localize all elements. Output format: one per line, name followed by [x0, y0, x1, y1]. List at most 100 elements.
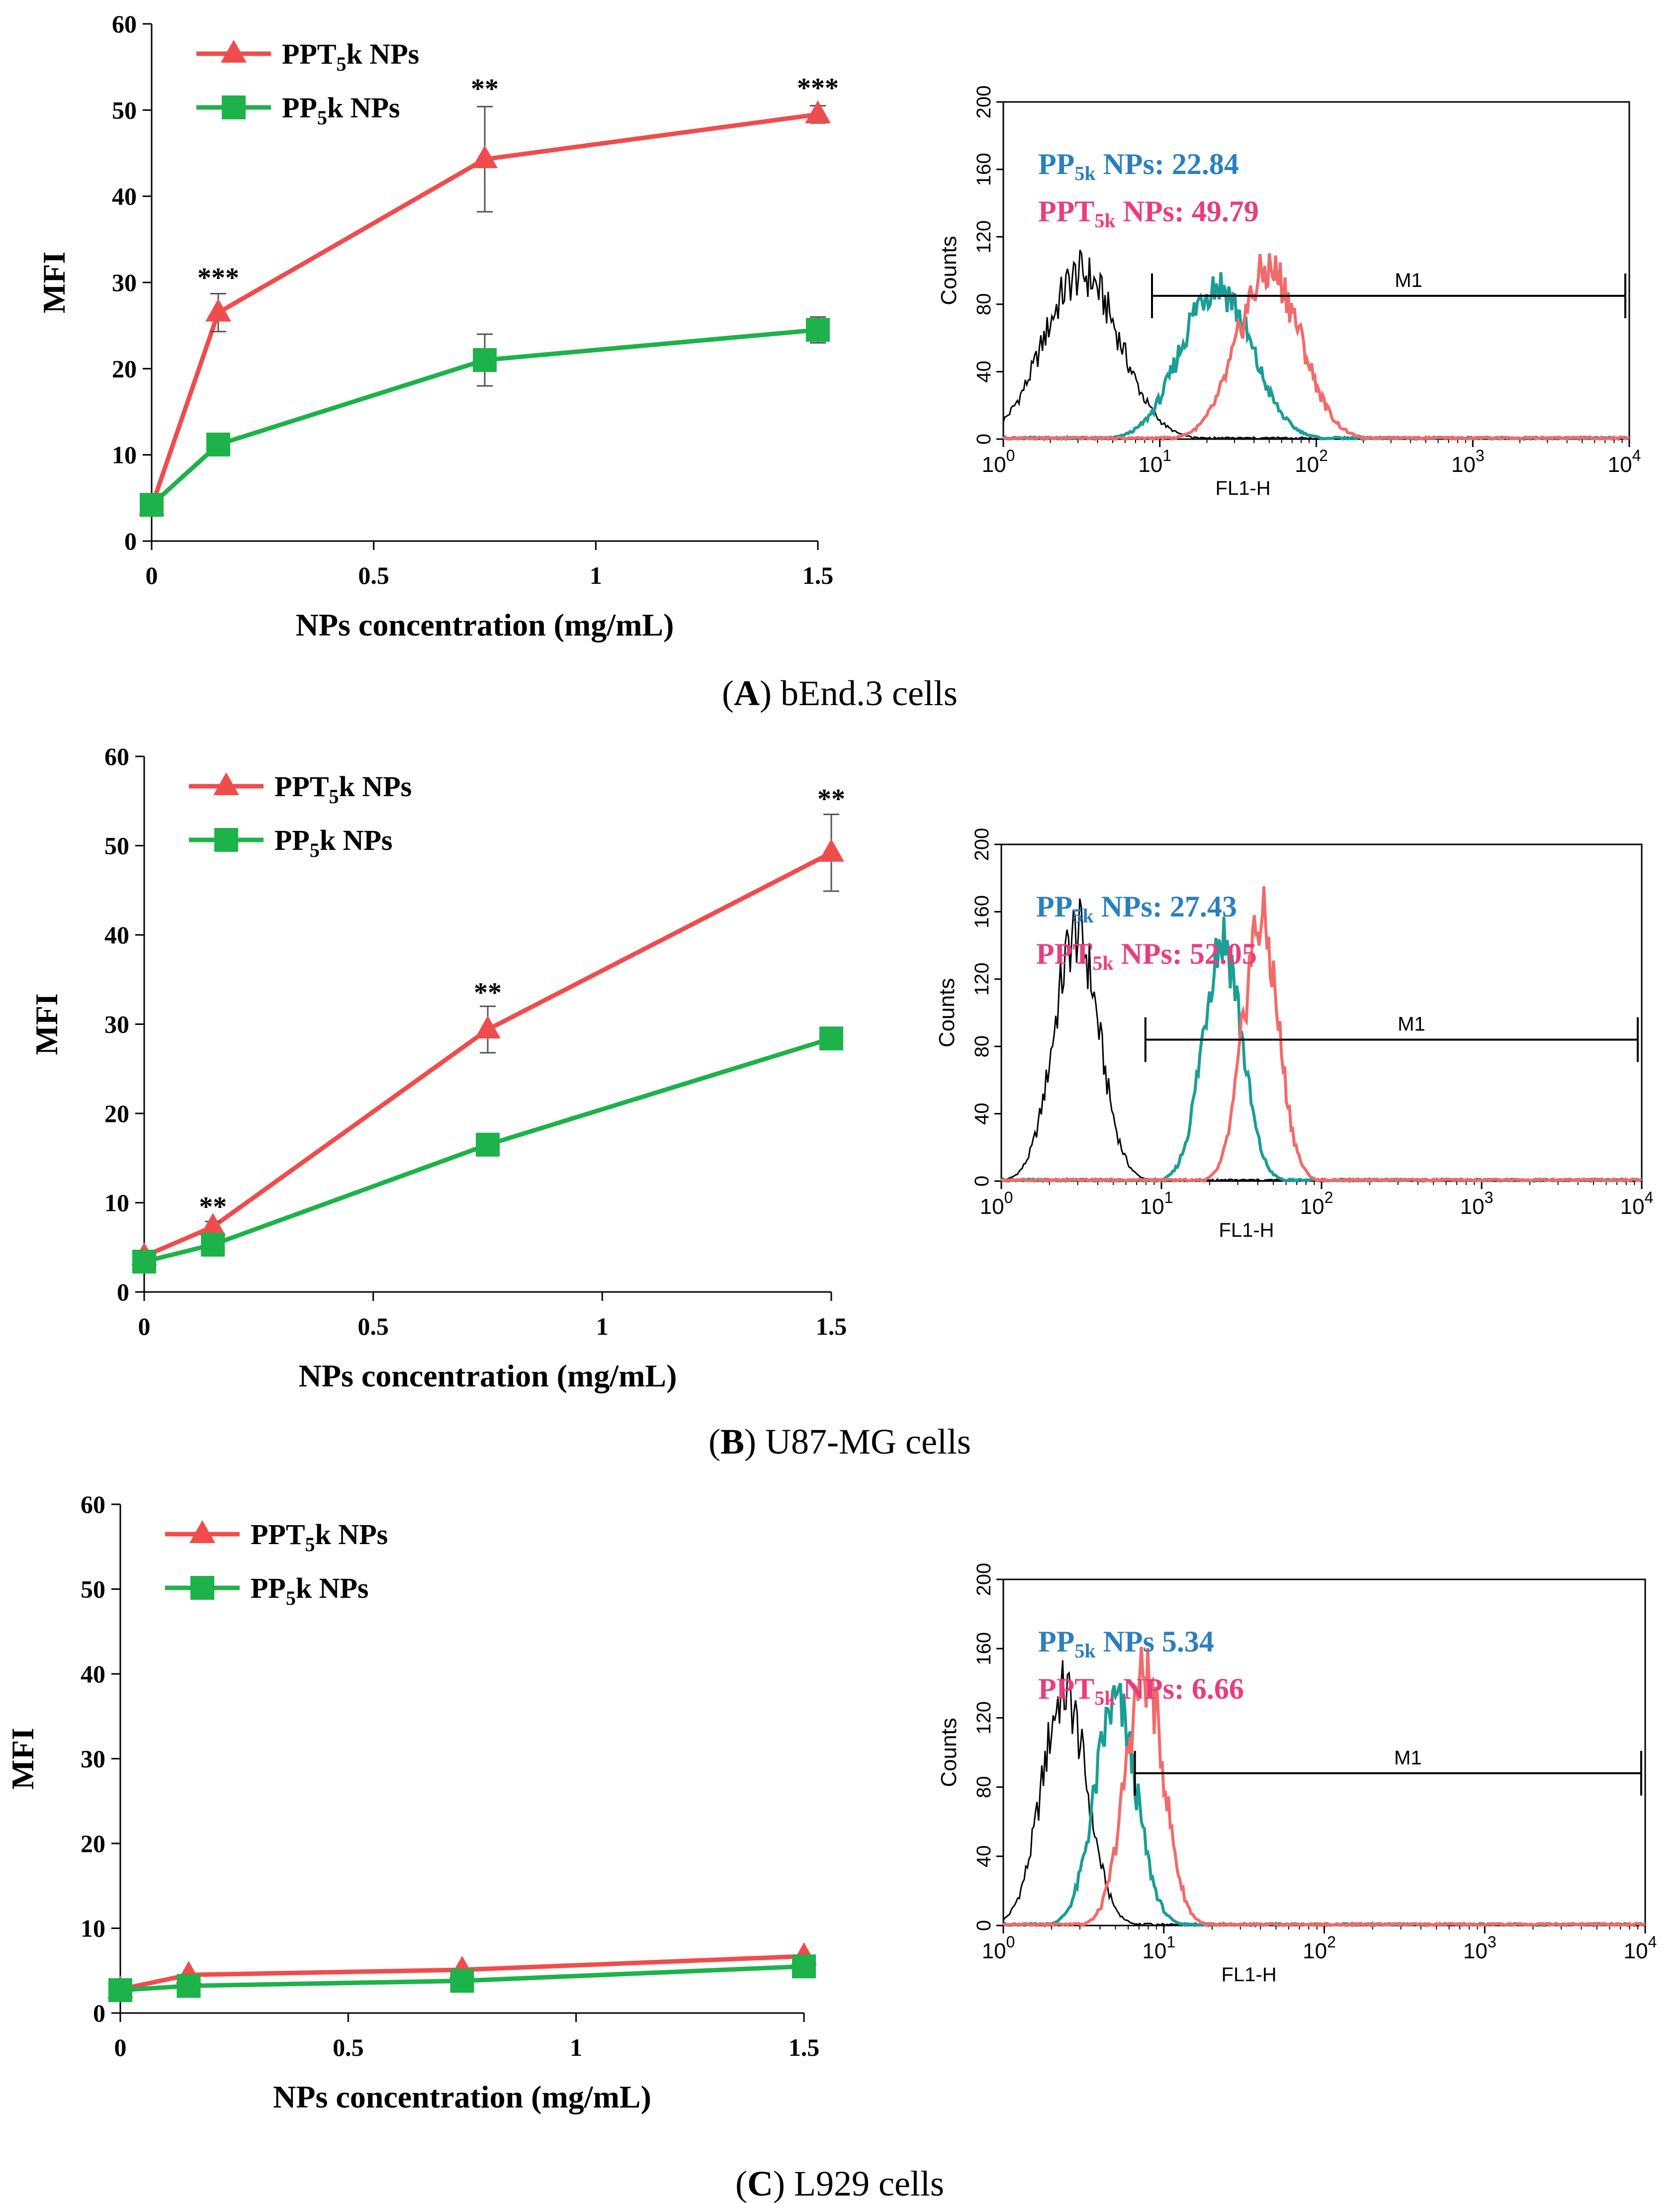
histogram-pp5k	[1002, 1682, 1646, 1928]
flow-histogram-a: 0 40 80 120 160 200 100 101 102 103 104 FL1-H Counts…	[937, 86, 1641, 499]
y-axis-label: Counts	[937, 236, 961, 305]
y-tick-label: 50	[112, 96, 137, 124]
y-tick-label: 0	[124, 527, 137, 555]
histogram-pp5k	[1002, 272, 1630, 442]
y-tick-label: 40	[971, 1102, 993, 1125]
histogram-control	[1002, 250, 1630, 441]
significance-label: **	[471, 74, 499, 104]
significance-label: **	[474, 977, 502, 1008]
panel-caption: (C) L929 cells	[735, 2164, 944, 2203]
x-axis-label: NPs concentration (mg/mL)	[296, 607, 674, 643]
data-point	[132, 1249, 156, 1274]
y-tick-label: 40	[81, 1660, 105, 1688]
series-pp5k	[108, 1954, 816, 2002]
data-point	[473, 348, 497, 372]
series-pp5k	[132, 1026, 843, 1274]
legend-marker	[190, 1576, 214, 1600]
y-tick-label: 40	[973, 361, 995, 383]
y-tick-label: 20	[112, 355, 137, 382]
x-axis-label: NPs concentration (mg/mL)	[299, 1358, 677, 1393]
series-ppt5k	[139, 100, 831, 516]
data-point	[806, 318, 830, 342]
gate-label: M1	[1398, 1013, 1425, 1035]
y-tick-label: 50	[104, 832, 129, 860]
data-point	[140, 493, 164, 517]
x-axis-label: NPs concentration (mg/mL)	[273, 2079, 651, 2114]
legend-marker	[189, 1520, 215, 1543]
line-chart-b: 0 10 20 30 40 50 60 0 0.5 1 1.5 NPs concentration (…	[29, 742, 971, 1462]
x-tick-label: 102	[1303, 1933, 1336, 1963]
data-point	[472, 145, 498, 169]
data-point	[792, 1954, 816, 1979]
y-axis-label: MFI	[29, 993, 64, 1055]
data-point	[450, 1969, 474, 1993]
line-chart-c: 0 10 20 30 40 50 60 0 0.5 1 1.5 NPs concentration (…	[5, 1490, 944, 2203]
series-pp5k	[140, 316, 830, 517]
data-point	[108, 1978, 132, 2002]
mfi-label: PP5k NPs: 22.84	[1038, 148, 1239, 184]
legend-label: PP5k NPs	[282, 92, 400, 129]
y-axis-label: MFI	[5, 1728, 40, 1789]
x-tick-label: 102	[1300, 1189, 1333, 1219]
histogram-ppt5k	[1000, 886, 1642, 1184]
y-axis-label: Counts	[935, 978, 959, 1047]
x-tick-label: 102	[1295, 447, 1328, 477]
legend-marker	[213, 772, 239, 795]
histogram-ppt5k	[1002, 253, 1630, 442]
y-tick-label: 160	[973, 1632, 995, 1665]
x-tick-label: 0	[114, 2033, 127, 2061]
data-point	[818, 838, 844, 862]
y-tick-label: 200	[973, 1563, 995, 1596]
x-tick-label: 0.5	[358, 561, 389, 589]
x-tick-label: 1	[570, 2033, 582, 2061]
data-point	[476, 1132, 500, 1157]
series-line	[149, 112, 818, 508]
x-tick-label: 103	[1451, 447, 1485, 477]
x-axis-label: FL1-H	[1222, 1964, 1277, 1986]
series-line	[120, 1954, 804, 1992]
series-ppt5k	[131, 814, 844, 1266]
legend-marker	[222, 95, 246, 119]
y-tick-label: 40	[112, 183, 137, 210]
mfi-label: PP5k NPs 5.34	[1038, 1625, 1214, 1662]
y-tick-label: 30	[104, 1010, 129, 1038]
x-tick-label: 103	[1460, 1189, 1494, 1219]
y-tick-label: 120	[973, 220, 995, 254]
series-line	[143, 1036, 832, 1264]
y-tick-label: 80	[971, 1035, 993, 1058]
legend-label: PP5k NPs	[274, 824, 393, 861]
x-tick-label: 101	[1138, 447, 1171, 477]
x-tick-label: 104	[1624, 1933, 1657, 1963]
x-tick-label: 1	[596, 1312, 609, 1340]
legend-label: PP5k NPs	[251, 1572, 369, 1609]
y-tick-label: 80	[973, 293, 995, 316]
data-point	[475, 1015, 501, 1039]
x-tick-label: 100	[980, 1189, 1013, 1219]
y-tick-label: 80	[973, 1776, 995, 1798]
y-tick-label: 0	[973, 1920, 995, 1931]
y-tick-label: 50	[81, 1575, 105, 1603]
x-tick-label: 0	[138, 1312, 151, 1340]
gate-label: M1	[1395, 270, 1422, 291]
data-point	[805, 100, 831, 123]
y-tick-label: 0	[117, 1278, 129, 1306]
y-tick-label: 10	[112, 441, 137, 469]
significance-label: **	[199, 1192, 227, 1222]
data-point	[177, 1974, 201, 1998]
y-axis-label: Counts	[937, 1718, 961, 1787]
panel-caption: (A) bEnd.3 cells	[722, 673, 958, 713]
data-point	[206, 432, 230, 457]
y-tick-label: 40	[973, 1845, 995, 1868]
x-axis-label: FL1-H	[1219, 1219, 1274, 1241]
mfi-label: PPT5k NPs: 49.79	[1038, 195, 1259, 232]
gate-label: M1	[1394, 1747, 1422, 1769]
legend-label: PPT5k NPs	[274, 770, 412, 808]
y-tick-label: 20	[81, 1830, 105, 1857]
series-line	[143, 850, 833, 1259]
y-tick-label: 120	[971, 962, 993, 996]
y-axis-label: MFI	[36, 252, 72, 313]
series-line	[120, 1964, 804, 1993]
x-tick-label: 100	[982, 447, 1015, 477]
flow-histogram-c: 0 40 80 120 160 200 100 101 102 103 104 FL1-H Counts…	[937, 1563, 1657, 1986]
